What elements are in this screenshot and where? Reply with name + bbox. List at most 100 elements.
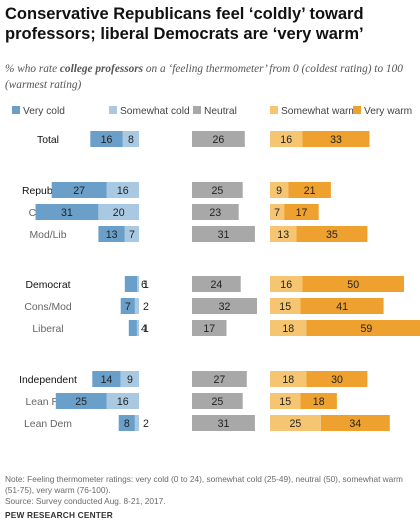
bar-segment (92, 371, 121, 387)
chart-subtitle: % who rate college professors on a ‘feel… (5, 61, 417, 93)
data-label: 24 (211, 279, 223, 291)
legend-swatch (193, 106, 201, 114)
bar-segment (120, 371, 139, 387)
data-label: 6 (141, 279, 147, 291)
bar-segment (192, 226, 255, 242)
bar-segment (128, 320, 137, 336)
bar-segment (134, 298, 139, 314)
bar-segment (124, 226, 139, 242)
legend-label: Somewhat cold (120, 106, 190, 117)
data-label: 9 (276, 185, 282, 197)
bar-segment (288, 182, 331, 198)
data-label: 33 (330, 134, 342, 146)
bar-segment (122, 131, 139, 147)
category-label: Mod/Lib (30, 230, 67, 241)
data-label: 25 (75, 396, 87, 408)
bar-segment (192, 320, 227, 336)
data-label: 16 (117, 396, 129, 408)
data-label: 26 (213, 134, 225, 146)
data-label: 1 (143, 279, 149, 291)
category-label: Independent (19, 375, 77, 386)
bar-segment (192, 204, 239, 220)
bar-segment (306, 371, 368, 387)
subtitle-bold: college professors (59, 63, 144, 75)
data-label: 9 (127, 374, 133, 386)
legend-swatch (12, 106, 20, 114)
legend-swatch (353, 106, 361, 114)
data-label: 7 (125, 301, 131, 313)
chart-title: Conservative Republicans feel ‘coldly’ t… (5, 5, 364, 43)
chart-note: Note: Feeling thermometer ratings: very … (5, 474, 403, 495)
data-label: 31 (61, 207, 73, 219)
data-label: 16 (101, 134, 113, 146)
bar-segment (270, 131, 303, 147)
data-label: 21 (304, 185, 316, 197)
bar-segment (124, 276, 137, 292)
data-label: 41 (336, 301, 348, 313)
bar-segment (306, 320, 420, 336)
bar-segment (270, 276, 303, 292)
bar-segment (55, 393, 107, 409)
data-label: 7 (274, 207, 280, 219)
legend-label: Neutral (204, 106, 237, 117)
legend-label: Very warm (364, 106, 412, 117)
bar-segment (270, 182, 289, 198)
data-label: 14 (101, 374, 113, 386)
category-label: Lean Rep (25, 397, 70, 408)
bar-segment (270, 371, 307, 387)
data-label: 17 (203, 323, 215, 335)
bar-segment (192, 131, 245, 147)
bar-segment (106, 393, 139, 409)
data-label: 4 (141, 323, 147, 335)
data-label: 30 (331, 374, 343, 386)
data-label: 1 (143, 323, 149, 335)
thermometer-chart: Very cold Somewhat cold Neutral Somewhat wa… (12, 106, 420, 431)
bar-segment (302, 276, 404, 292)
legend-swatch (270, 106, 278, 114)
bar-segment (192, 415, 255, 431)
subtitle-pre: % who rate (5, 63, 60, 75)
bar-segment (302, 131, 370, 147)
bar-segment (98, 226, 125, 242)
data-label: 59 (361, 323, 373, 335)
data-label: 2 (143, 418, 149, 430)
legend-swatch (109, 106, 117, 114)
category-label: Total (37, 135, 59, 146)
bar-segment (192, 276, 241, 292)
bar-segment (106, 182, 139, 198)
data-label: 16 (117, 185, 129, 197)
category-label: Liberal (32, 324, 63, 335)
bar-segment (270, 298, 301, 314)
bar-segment (51, 182, 107, 198)
bar-segment (300, 393, 337, 409)
bar-segment (137, 320, 139, 336)
legend-label: Very cold (23, 106, 65, 117)
org-credit: PEW RESEARCH CENTER (5, 510, 113, 520)
subtitle-post: on a ‘feeling thermometer’ from 0 (colde… (5, 63, 403, 91)
data-label: 8 (124, 418, 130, 430)
bar-segment (192, 371, 247, 387)
data-label: 20 (113, 207, 125, 219)
data-label: 32 (219, 301, 231, 313)
data-label: 18 (313, 396, 325, 408)
bar-segment (35, 204, 99, 220)
category-label: Cons/Mod (24, 302, 72, 313)
data-label: 23 (209, 207, 221, 219)
data-label: 31 (218, 229, 230, 241)
data-label: 25 (212, 185, 224, 197)
bar-segment (134, 415, 139, 431)
bar-segment (296, 226, 368, 242)
bar-segment (192, 182, 243, 198)
chart-source: Source: Survey conducted Aug. 8-21, 2017… (5, 496, 166, 506)
bar-segment (284, 204, 319, 220)
bar-segment (270, 393, 301, 409)
data-label: 16 (280, 279, 292, 291)
data-label: 31 (218, 418, 230, 430)
data-label: 34 (349, 418, 361, 430)
bar-segment (270, 226, 297, 242)
bar-segment (192, 393, 243, 409)
data-label: 18 (282, 374, 294, 386)
bar-segment (118, 415, 135, 431)
data-label: 50 (347, 279, 359, 291)
category-label: Lean Dem (24, 419, 72, 430)
